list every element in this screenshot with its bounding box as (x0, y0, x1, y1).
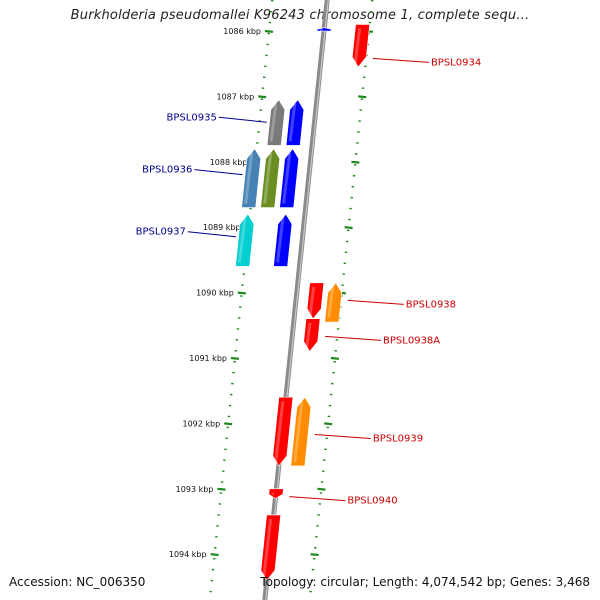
tick-label: 1086 kbp (223, 27, 261, 36)
gene-feature-shade (271, 492, 275, 496)
tick-label: 1092 kbp (182, 419, 220, 428)
backbone-highlight (265, 0, 329, 600)
tick-mark-right (344, 226, 353, 230)
gene-feature-shade (293, 401, 304, 463)
gene-feature-shade (353, 28, 362, 64)
gene-feature-arrow (290, 396, 312, 467)
gene-feature-shade (269, 103, 278, 142)
gene-features (235, 24, 371, 581)
tick-mark-right (358, 95, 367, 99)
tick-label: 1090 kbp (196, 289, 234, 298)
gene-feature-arrow (272, 396, 294, 467)
gene-feature-shade (288, 103, 297, 142)
label-leader-line (314, 433, 371, 439)
tick-mark-left (237, 291, 246, 295)
gene-feature-shade (262, 518, 273, 577)
label-leader-line (324, 335, 382, 341)
gene-feature-shade (263, 152, 273, 204)
tick-mark-right (317, 487, 326, 491)
gene-label-bpsl0937[interactable]: BPSL0937 (136, 227, 186, 238)
gene-feature-shade (238, 217, 247, 263)
gene-feature-shade (305, 322, 312, 348)
label-leader-line (372, 57, 429, 63)
label-leader-line (187, 231, 236, 238)
tick-mark-left (210, 553, 219, 557)
backbone-line (262, 0, 330, 600)
gene-feature-arrow (285, 99, 305, 146)
tick-label: 1094 kbp (169, 550, 207, 559)
tick-mark-right (351, 160, 360, 164)
tick-label: 1093 kbp (176, 485, 214, 494)
gene-label-bpsl0940[interactable]: BPSL0940 (347, 496, 397, 507)
gene-feature-arrow (260, 148, 281, 208)
gene-feature-arrow (266, 99, 286, 146)
tick-mark-left (264, 29, 274, 33)
accession-text: Accession: NC_006350 (9, 575, 146, 589)
gene-feature-arrow (351, 24, 371, 68)
label-leader-line (218, 116, 267, 123)
gene-feature-shade (308, 286, 316, 315)
gene-feature-arrow (279, 148, 300, 208)
gene-feature-arrow (260, 514, 282, 581)
gene-label-bpsl0938[interactable]: BPSL0938 (406, 299, 456, 310)
tick-mark-right (310, 553, 319, 557)
label-leader-line (194, 169, 243, 176)
tick-mark-left (217, 487, 226, 491)
gene-feature-arrow (324, 282, 343, 323)
gene-feature-arrow (303, 318, 321, 352)
label-leader-line (347, 299, 404, 305)
ruler-dotted-line-left (208, 0, 274, 600)
gene-feature-arrow (306, 282, 325, 320)
gene-label-bpsl0938a[interactable]: BPSL0938A (383, 335, 440, 346)
ruler: 1086 kbp 1087 kbp 1088 kbp 1089 kbp 1090 kbp… (169, 0, 374, 600)
chromosome-backbone (262, 0, 330, 600)
gene-label-bpsl0936[interactable]: BPSL0936 (142, 165, 192, 176)
tick-mark-left (230, 356, 240, 360)
tick-mark-left (258, 95, 267, 99)
gene-label-bpsl0939[interactable]: BPSL0939 (373, 433, 423, 444)
tick-mark-left (224, 422, 233, 426)
gene-feature-arrow (316, 27, 332, 32)
genome-summary-text: Topology: circular; Length: 4,074,542 bp… (260, 575, 590, 589)
tick-label: 1088 kbp (210, 158, 248, 167)
tick-mark-right (324, 422, 333, 426)
map-title: Burkholderia pseudomallei K96243 chromos… (70, 8, 530, 23)
label-leader-line (289, 496, 346, 502)
gene-feature-shade (276, 217, 285, 263)
gene-feature-shade (327, 286, 335, 319)
gene-labels: BPSL0934 BPSL0935 BPSL0936 BPSL0937 BPSL0938… (136, 57, 482, 506)
gene-label-bpsl0935[interactable]: BPSL0935 (167, 112, 217, 123)
tick-label: 1089 kbp (203, 223, 241, 232)
gene-feature-shade (282, 152, 292, 204)
gene-feature-shade (244, 152, 254, 204)
gene-feature-arrow (235, 213, 255, 267)
gene-feature-shade (274, 401, 285, 463)
gene-label-bpsl0934[interactable]: BPSL0934 (431, 57, 481, 68)
gene-feature-arrow (241, 148, 262, 208)
gene-feature-arrow (268, 488, 284, 499)
tick-label: 1087 kbp (216, 92, 254, 101)
gene-feature-arrow (273, 213, 293, 267)
tick-mark-right (330, 356, 340, 360)
tick-label: 1091 kbp (189, 354, 227, 363)
